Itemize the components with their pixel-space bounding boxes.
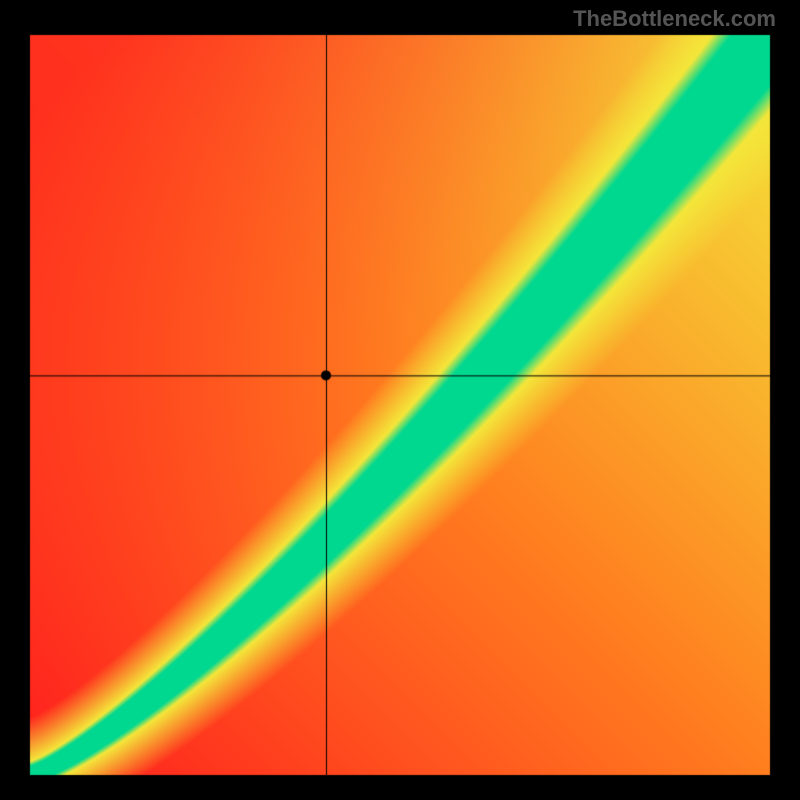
heatmap-canvas (0, 0, 800, 800)
watermark-text: TheBottleneck.com (573, 6, 776, 32)
chart-container: TheBottleneck.com (0, 0, 800, 800)
